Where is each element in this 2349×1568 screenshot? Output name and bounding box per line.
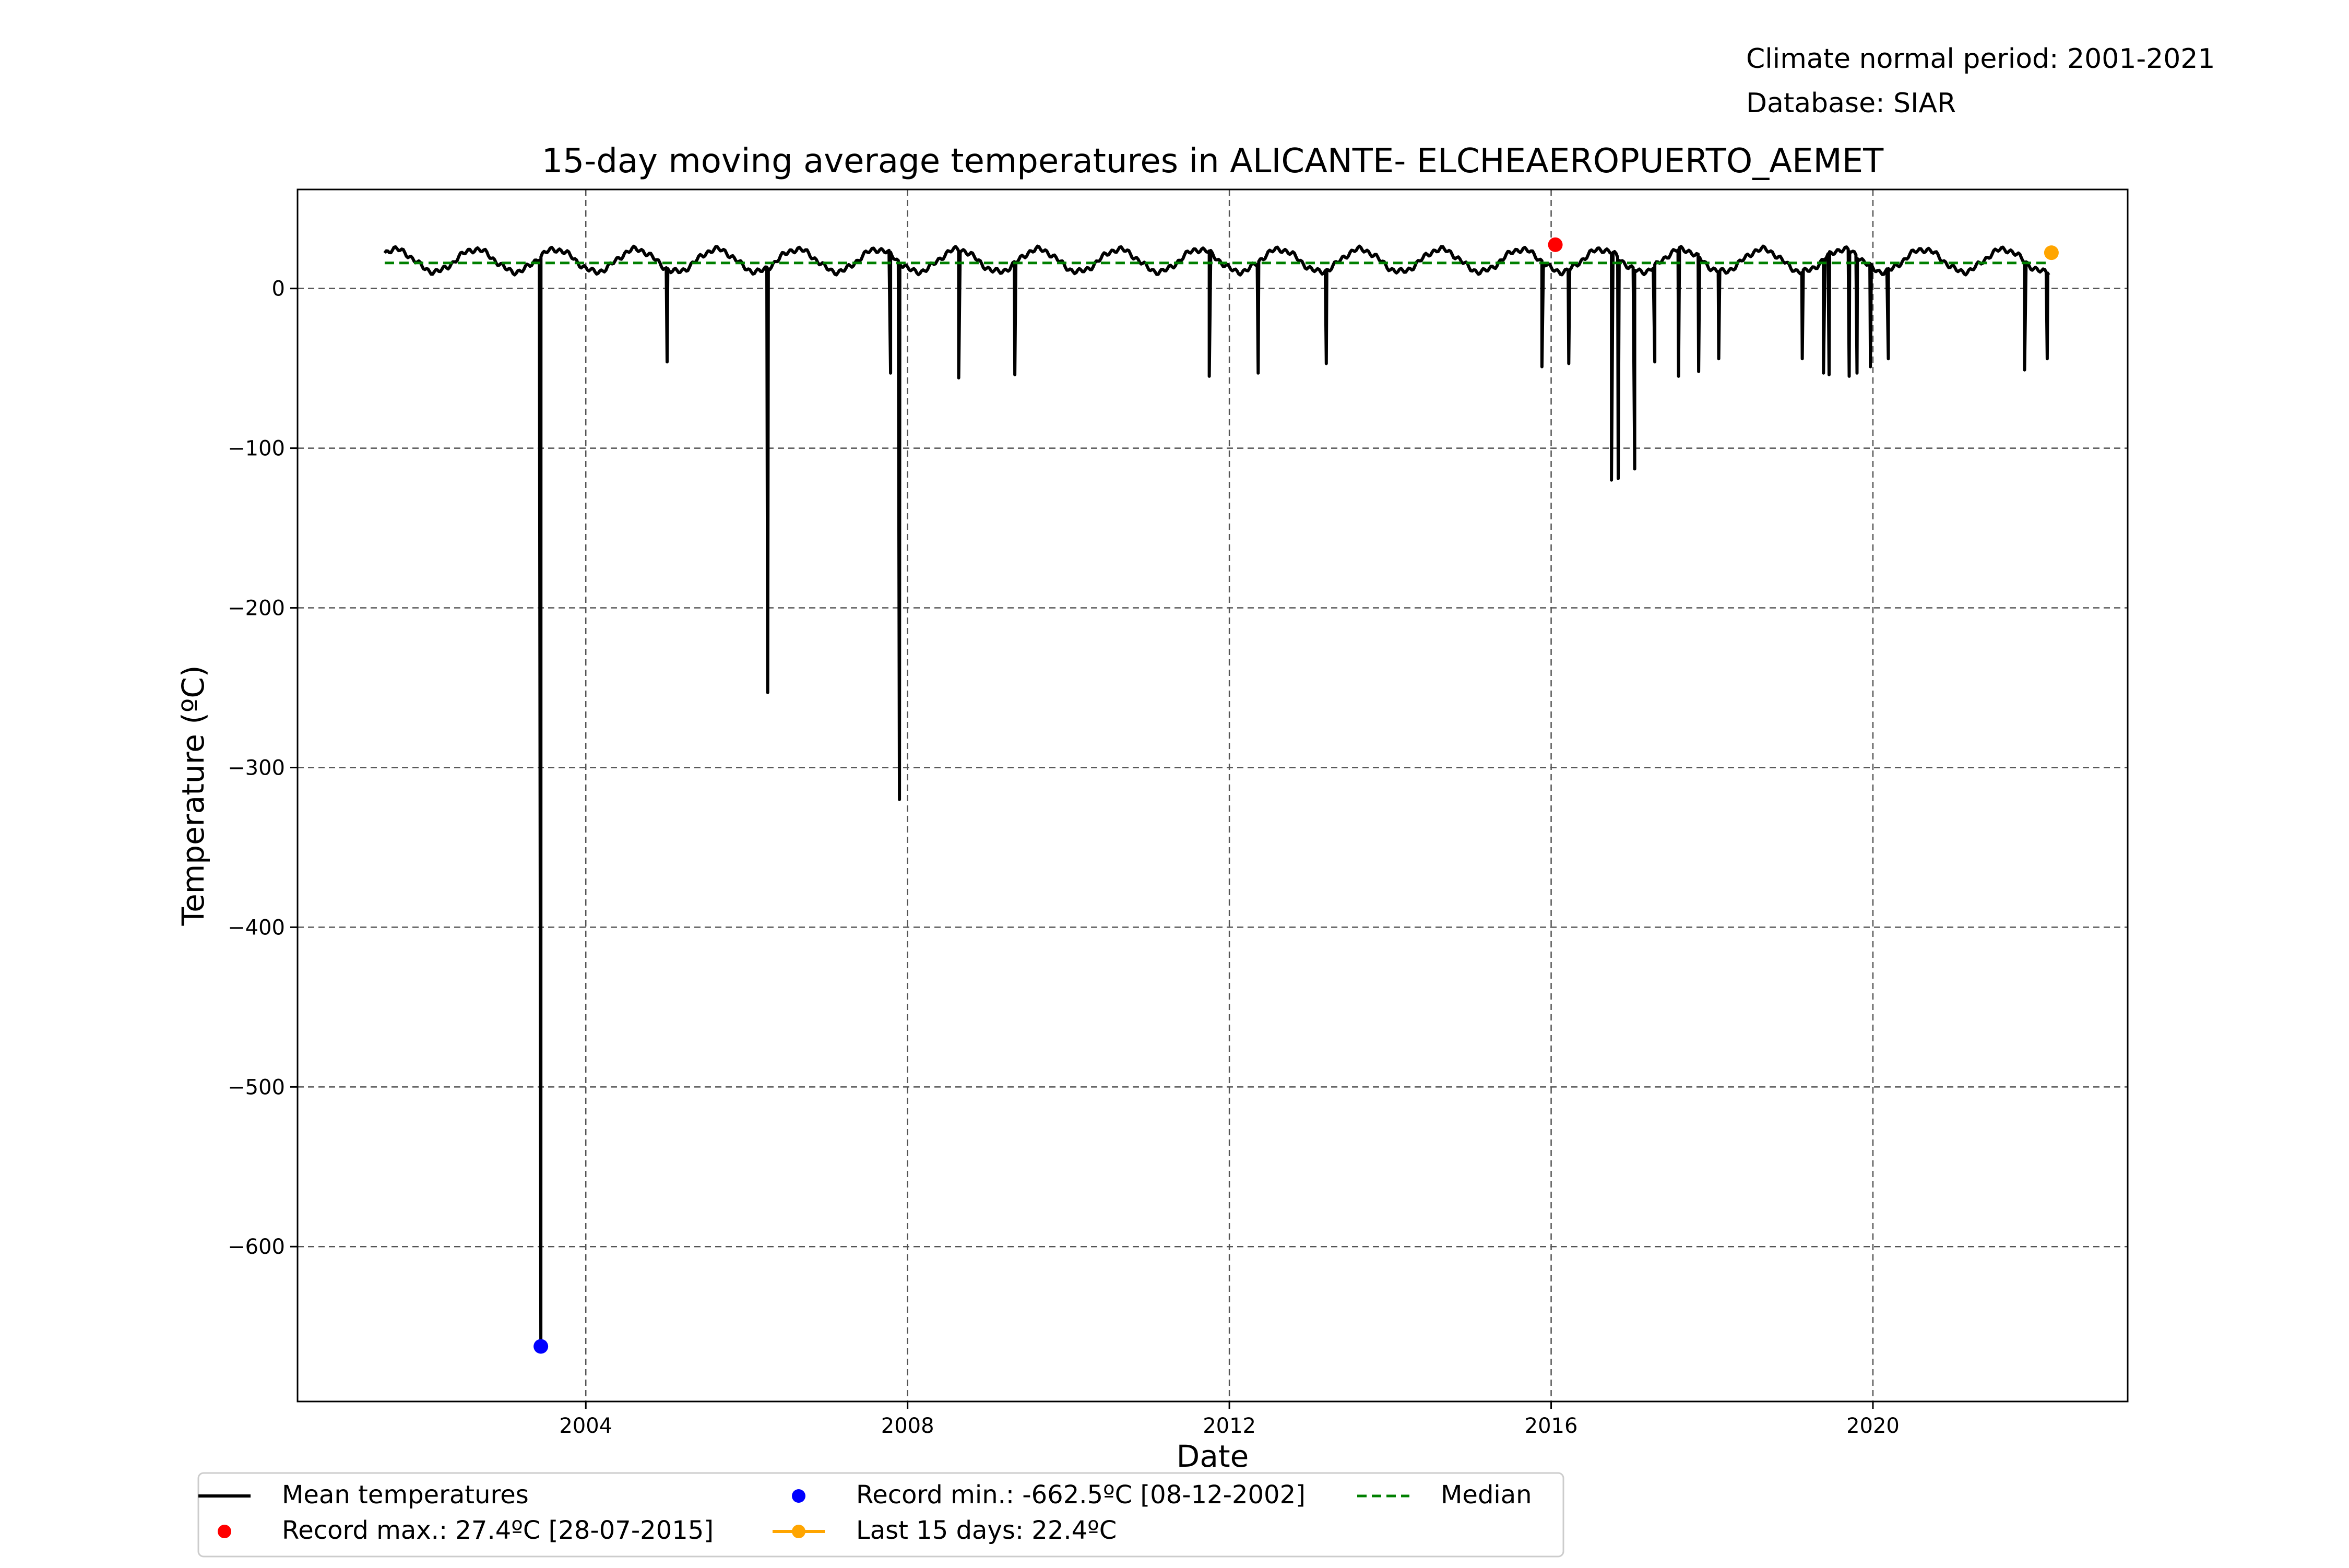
legend-swatch-dot (792, 1525, 805, 1538)
series-layer (383, 244, 2050, 1348)
x-axis-ticks: 2004 2008 2012 2016 2020 (559, 1401, 1900, 1438)
y-tick-label: 0 (272, 277, 285, 301)
database-label: Database: SIAR (1746, 88, 1956, 119)
legend-label: Mean temperatures (282, 1480, 529, 1510)
y-tick-label: −200 (228, 597, 285, 621)
x-tick-label: 2016 (1525, 1414, 1578, 1438)
legend-item-median: Median (1357, 1480, 1532, 1510)
y-tick-label: −100 (228, 437, 285, 461)
point-max (1548, 237, 1563, 252)
legend-label: Record max.: 27.4ºC [28-07-2015] (282, 1516, 714, 1545)
chart-title: 15-day moving average temperatures in AL… (542, 142, 1884, 181)
plot-frame (296, 188, 2129, 1403)
x-tick-label: 2008 (881, 1414, 934, 1438)
legend-items: Mean temperatures Record max.: 27.4ºC [28… (198, 1480, 1532, 1545)
plot-area (296, 188, 2129, 1403)
x-axis-label: Date (1177, 1439, 1249, 1474)
y-tick-label: −500 (228, 1075, 285, 1099)
legend-item-min: Record min.: -662.5ºC [08-12-2002] (792, 1480, 1306, 1510)
legend-label: Last 15 days: 22.4ºC (856, 1516, 1117, 1545)
record-points (533, 237, 2059, 1354)
legend-swatch-dot (218, 1525, 231, 1538)
point-last (2044, 245, 2059, 260)
legend-item-mean: Mean temperatures (198, 1480, 529, 1510)
x-tick-label: 2012 (1203, 1414, 1256, 1438)
legend: Mean temperatures Record max.: 27.4ºC [28… (197, 1472, 1564, 1558)
y-axis-label: Temperature (ºC) (175, 666, 211, 926)
y-tick-label: −300 (228, 756, 285, 780)
legend-label: Median (1441, 1480, 1532, 1510)
legend-frame (197, 1472, 1564, 1558)
y-axis-ticks: 0 −100 −200 −300 −400 −500 −600 (228, 277, 298, 1259)
y-tick-label: −600 (228, 1235, 285, 1259)
climate-period-label: Climate normal period: 2001-2021 (1746, 43, 2215, 75)
point-min (533, 1339, 549, 1354)
x-tick-label: 2020 (1846, 1414, 1900, 1438)
grid-lines (298, 189, 2128, 1401)
legend-item-last: Last 15 days: 22.4ºC (773, 1516, 1117, 1545)
y-tick-label: −400 (228, 916, 285, 940)
mean-temperature-line (383, 244, 2050, 1348)
x-tick-label: 2004 (559, 1414, 612, 1438)
legend-item-max: Record max.: 27.4ºC [28-07-2015] (218, 1516, 714, 1545)
legend-swatch-dot (792, 1489, 805, 1503)
legend-label: Record min.: -662.5ºC [08-12-2002] (856, 1480, 1306, 1510)
